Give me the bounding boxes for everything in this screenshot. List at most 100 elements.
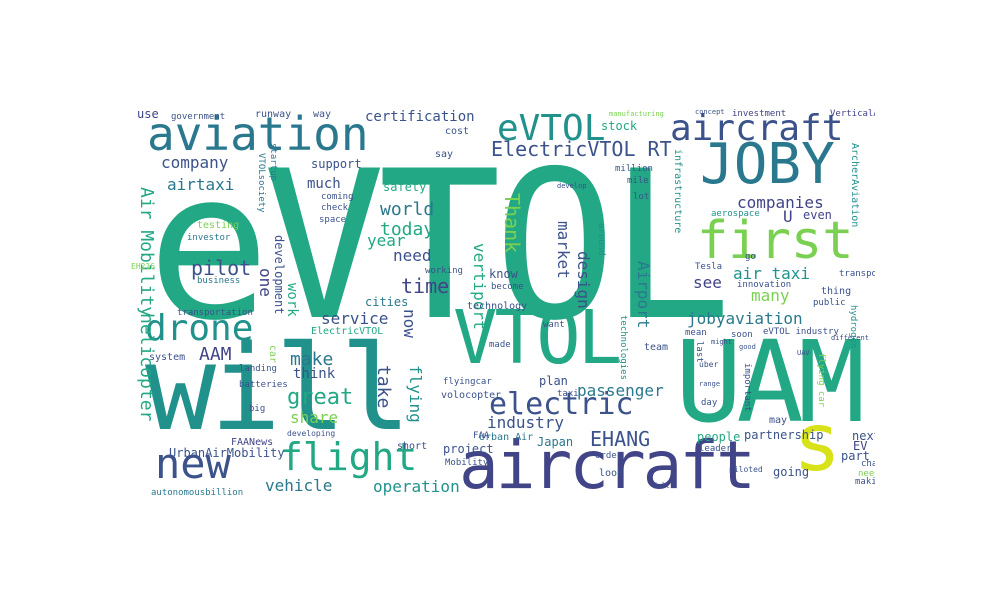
word-world: world — [380, 199, 435, 220]
word-aircraft-top: aircraft — [670, 108, 844, 149]
word-need: need — [393, 246, 432, 265]
word-aam: AAM — [199, 344, 232, 365]
word-business: business — [197, 276, 241, 286]
word-people: people — [697, 430, 741, 444]
word-vehicle: vehicle — [265, 476, 333, 495]
word-team: team — [644, 342, 669, 353]
word-think: think — [293, 366, 336, 382]
word-public: public — [813, 298, 846, 308]
word-many: many — [751, 286, 790, 305]
word-made: made — [489, 340, 511, 350]
word-airport: Airport — [634, 261, 653, 329]
word-vertiport: vertiport — [470, 243, 489, 330]
word-mile: mile — [627, 176, 649, 186]
word-car: car — [267, 345, 278, 364]
word-tesla: Tesla — [695, 262, 723, 272]
word-cloud: eVTOL will UAM VTOL aircraft JOBY first … — [125, 103, 875, 498]
word-investor: investor — [187, 233, 231, 243]
word-vtolsociety: VTOLsociety — [256, 153, 266, 213]
word-full: full — [653, 482, 670, 490]
word-see: see — [693, 273, 722, 292]
word-design: design — [574, 251, 593, 309]
word-aerospace: aerospace — [711, 209, 760, 219]
word-project: project — [443, 442, 494, 456]
word-day: day — [701, 398, 718, 408]
word-urbanairmobility: UrbanAirMobility — [169, 446, 285, 460]
word-development: development — [272, 235, 286, 315]
word-look: look — [599, 468, 624, 479]
word-space: space — [319, 215, 347, 225]
word-check: check — [321, 203, 349, 213]
word-much: much — [307, 176, 341, 192]
word-new: new — [155, 439, 231, 488]
word-different: different — [831, 334, 869, 342]
word-say: say — [435, 149, 454, 160]
word-good: good — [739, 343, 756, 351]
word-innovation: innovation — [737, 280, 792, 290]
word-make: make — [290, 349, 334, 370]
word-thank: Thank — [500, 193, 524, 254]
word-cities: cities — [365, 295, 409, 309]
word-flying: flying — [406, 365, 425, 423]
word-great: great — [287, 385, 354, 410]
word-air-mobility: Air Mobility — [136, 187, 157, 318]
word-archeraviation: ArcherAviation — [849, 143, 860, 228]
word-aircraft: aircraft — [459, 427, 756, 499]
word-concept: concept — [695, 108, 725, 116]
word-uber: uber — [699, 360, 719, 369]
word-electric: electric — [489, 387, 634, 422]
word-joby: JOBY — [700, 132, 835, 197]
word-taxi: taxi — [557, 389, 579, 399]
word-want: want — [543, 320, 565, 330]
word-ehang216: EH216 — [131, 262, 156, 271]
word-investment: investment — [732, 109, 787, 119]
word-thing: thing — [821, 286, 852, 297]
word-developing: developing — [287, 429, 336, 438]
word-market: market — [554, 221, 573, 279]
word-short: short — [397, 441, 428, 452]
word-now: now — [400, 309, 419, 338]
word-last: last — [694, 341, 704, 363]
word-mobility: Mobility — [445, 458, 489, 468]
word-operation: operation — [373, 477, 460, 496]
word-service: service — [321, 309, 389, 328]
word-next: next — [852, 429, 875, 443]
word-government: government — [171, 112, 226, 122]
word-soon: soon — [731, 330, 753, 340]
word-evtol: eVTOL — [147, 128, 732, 366]
word-infrastructure: infrastructure — [672, 149, 683, 234]
word-even: even — [803, 208, 832, 222]
word-coming: coming — [321, 192, 354, 202]
word-partnership: partnership — [744, 428, 824, 442]
word-airtaxi: airtaxi — [167, 175, 235, 194]
word-making: making — [855, 477, 875, 487]
word-volocopter: volocopter — [441, 390, 502, 401]
word-evtol-small: eVTOL — [497, 108, 606, 149]
word-electricvtol-rt: ElectricVTOL RT — [491, 137, 672, 161]
word-know: know — [489, 267, 518, 281]
word-develop: develop — [557, 182, 587, 190]
word-year: year — [367, 231, 406, 250]
word-transport: transport — [839, 269, 875, 279]
word-pilot: pilot — [191, 256, 252, 280]
word-become: become — [491, 282, 524, 292]
word-first: first — [697, 211, 854, 271]
word-testing: testing — [197, 220, 240, 231]
word-take: take — [373, 365, 394, 409]
word-batteries: batteries — [239, 380, 288, 390]
word-uam: UAM — [675, 318, 865, 448]
word-mean: mean — [685, 328, 707, 338]
word-plan: plan — [539, 374, 568, 388]
word-air-taxi: air taxi — [733, 264, 811, 283]
word-leader: leader — [699, 444, 732, 454]
word-one: one — [256, 268, 275, 297]
word-certification: certification — [365, 109, 475, 125]
word-will: will — [145, 319, 411, 457]
word-drone: drone — [145, 308, 254, 349]
word-autonomousbillion: autonomousbillion — [151, 488, 244, 498]
word-use: use — [137, 107, 159, 121]
word-jobyaviation: jobyaviation — [687, 309, 803, 328]
word-working: working — [425, 266, 463, 276]
word-needed: needed — [858, 469, 875, 479]
word-flight: flight — [280, 435, 418, 479]
